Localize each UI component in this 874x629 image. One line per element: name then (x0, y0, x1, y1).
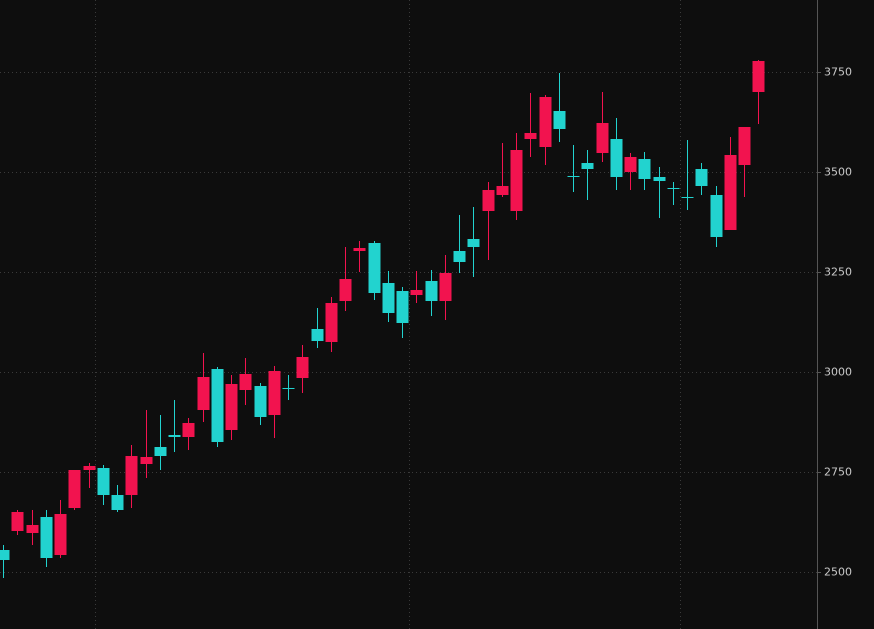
candle-body (710, 195, 723, 237)
candle-body (239, 374, 252, 390)
candle-body (752, 61, 765, 92)
candle-body (638, 159, 651, 179)
y-tick-label: 2500 (824, 566, 852, 579)
y-tick-label: 2750 (824, 466, 852, 479)
candle-body (581, 163, 594, 169)
candle-body (439, 273, 452, 301)
candle-body (97, 468, 110, 495)
candle-body (254, 386, 267, 417)
candle-body (539, 97, 552, 147)
candle-body (140, 457, 153, 464)
candle-body (211, 369, 224, 442)
candle-body (168, 435, 181, 437)
candle-body (681, 197, 694, 198)
candle-body (695, 169, 708, 186)
candle-body (125, 456, 138, 495)
candle-body (624, 157, 637, 172)
y-tick-label: 3250 (824, 266, 852, 279)
candle-body (282, 388, 295, 389)
candle-body (667, 188, 680, 189)
candle-body (610, 139, 623, 177)
candle-body (182, 423, 195, 437)
candle-body (268, 371, 281, 415)
candle-body (353, 248, 366, 251)
candle-body (26, 525, 39, 533)
candle-body (596, 123, 609, 153)
candle-body (339, 279, 352, 301)
candle-body (197, 377, 210, 410)
candle-body (225, 384, 238, 430)
candle-body (368, 243, 381, 293)
candle-body (567, 176, 580, 177)
candle-body (724, 155, 737, 230)
candle-body (154, 447, 167, 456)
candle-body (425, 281, 438, 301)
candle-body (68, 470, 81, 508)
candle-body (0, 550, 10, 560)
candle-body (54, 514, 67, 555)
candle-body (738, 127, 751, 165)
candle-body (553, 111, 566, 129)
candle-body (482, 190, 495, 211)
candle-body (11, 512, 24, 531)
candle-body (524, 133, 537, 139)
candle-body (83, 466, 96, 470)
candle-body (410, 290, 423, 295)
candle-body (496, 186, 509, 195)
candle-body (40, 517, 53, 558)
candle-body (382, 283, 395, 313)
y-tick-label: 3500 (824, 166, 852, 179)
candle-body (396, 291, 409, 323)
candle-body (296, 357, 309, 378)
candle-body (453, 251, 466, 262)
y-tick-label: 3000 (824, 366, 852, 379)
candle-body (111, 495, 124, 510)
candle-body (653, 177, 666, 181)
candle-body (325, 303, 338, 342)
candle-body (311, 329, 324, 341)
candle-body (510, 150, 523, 211)
candle-body (467, 239, 480, 247)
y-tick-label: 3750 (824, 66, 852, 79)
